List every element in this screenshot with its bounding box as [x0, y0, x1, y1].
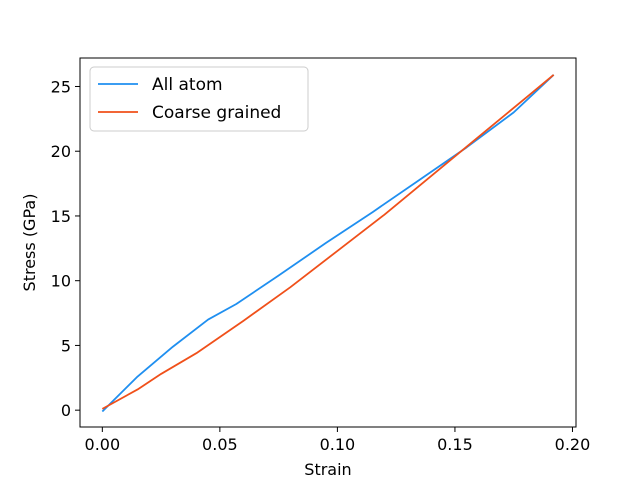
plot-area: [79, 57, 577, 428]
y-tick-label: 25: [51, 77, 71, 96]
series-line-0: [101, 74, 555, 413]
x-axis: 0.00 0.05 0.10 0.15 0.20: [85, 427, 591, 454]
legend-box: [89, 66, 309, 132]
y-tick-label: 20: [51, 142, 71, 161]
y-tick-label: 15: [51, 207, 71, 226]
y-axis: 0 5 10 15 20 25: [51, 77, 80, 420]
x-tick-label: 0.20: [555, 435, 591, 454]
x-tick-label: 0.00: [85, 435, 121, 454]
y-tick-label: 0: [61, 401, 71, 420]
y-tick-label: 10: [51, 272, 71, 291]
x-tick-label: 0.10: [320, 435, 356, 454]
x-tick-label: 0.05: [202, 435, 238, 454]
plot-frame: [79, 57, 577, 428]
legend-entry: All atom: [152, 75, 223, 95]
legend: All atom Coarse grained: [89, 66, 309, 132]
y-tick-label: 5: [61, 336, 71, 355]
series-line-1: [101, 74, 555, 410]
y-axis-label: Stress (GPa): [20, 194, 39, 292]
legend-entry: Coarse grained: [152, 103, 281, 123]
x-axis-label: Strain: [304, 460, 351, 479]
x-tick-label: 0.15: [437, 435, 473, 454]
